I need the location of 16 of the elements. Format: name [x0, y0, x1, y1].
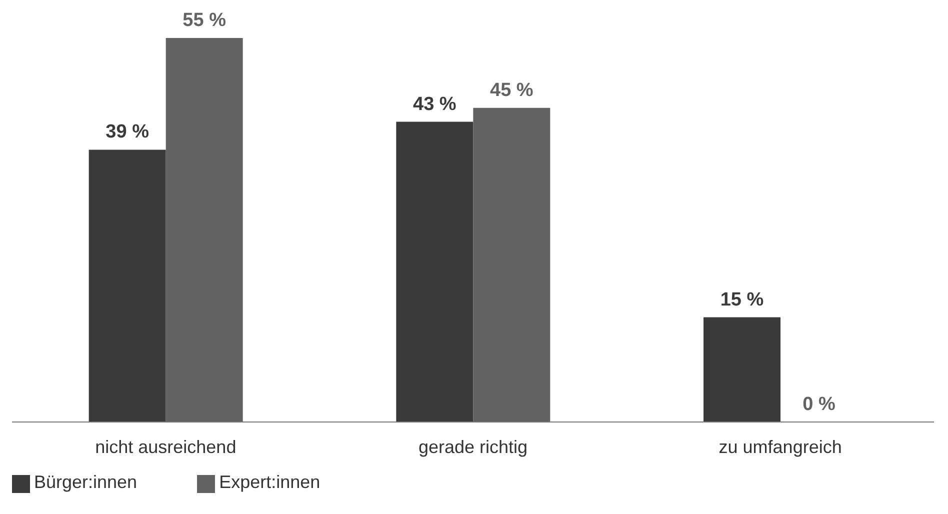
- bar: [704, 317, 780, 422]
- bar: [396, 122, 474, 422]
- data-label: 55 %: [182, 10, 226, 31]
- bar: [166, 38, 243, 422]
- data-label: 15 %: [720, 289, 764, 310]
- data-label: 39 %: [106, 122, 150, 143]
- data-label: 43 %: [413, 94, 456, 115]
- data-label: 45 %: [490, 80, 534, 101]
- x-tick-label: nicht ausreichend: [95, 436, 236, 457]
- bar: [88, 150, 166, 422]
- legend-label: Bürger:innen: [34, 472, 138, 492]
- data-label: 0 %: [802, 394, 836, 415]
- x-tick-label: gerade richtig: [418, 436, 528, 457]
- bar: [473, 108, 550, 422]
- legend-label: Expert:innen: [219, 472, 320, 492]
- x-tick-label: zu umfangreich: [718, 436, 842, 457]
